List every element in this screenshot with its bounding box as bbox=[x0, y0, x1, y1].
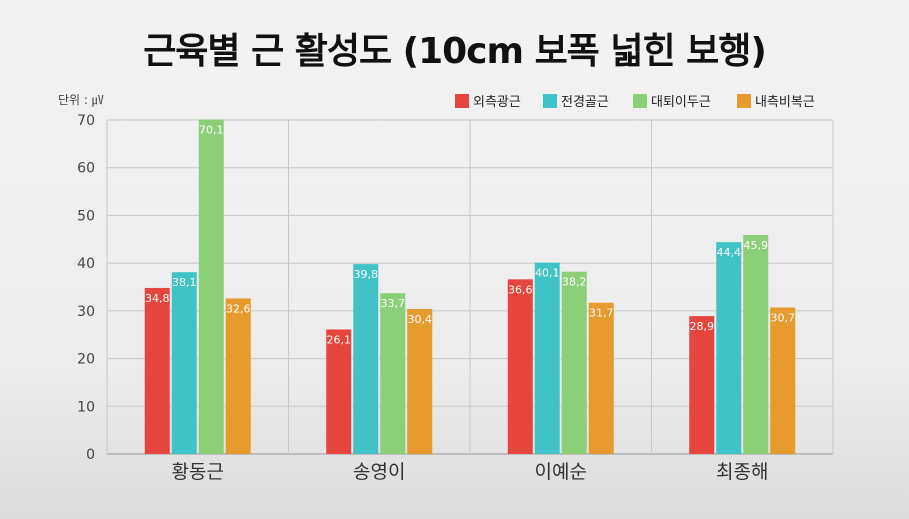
data-label: 26,1 bbox=[327, 333, 352, 346]
x-tick-label: 이예순 bbox=[535, 461, 587, 483]
bar bbox=[225, 298, 251, 454]
bars bbox=[144, 119, 796, 454]
data-label: 30,4 bbox=[408, 313, 433, 326]
bar bbox=[353, 264, 379, 454]
x-axis: 황동근 송영이 이예순 최종해 bbox=[172, 461, 769, 483]
y-tick-label: 40 bbox=[77, 256, 95, 272]
data-label: 45,9 bbox=[744, 239, 769, 252]
data-label: 33,7 bbox=[381, 297, 406, 310]
y-axis: 0 10 20 30 40 50 60 70 bbox=[77, 113, 95, 463]
legend-swatch bbox=[455, 94, 469, 108]
bar bbox=[144, 287, 170, 454]
bar bbox=[407, 308, 433, 454]
bar bbox=[507, 279, 533, 454]
bar bbox=[380, 293, 406, 454]
y-tick-label: 10 bbox=[77, 399, 95, 415]
data-label: 38,1 bbox=[172, 276, 197, 289]
bar bbox=[689, 316, 715, 454]
bar bbox=[561, 271, 587, 454]
data-label: 32,6 bbox=[226, 302, 251, 315]
data-label: 34,8 bbox=[145, 292, 170, 305]
x-tick-label: 최종해 bbox=[716, 461, 768, 483]
x-tick-label: 황동근 bbox=[172, 461, 224, 483]
data-label: 28,9 bbox=[690, 320, 715, 333]
bar bbox=[198, 119, 224, 454]
legend-swatch bbox=[633, 94, 647, 108]
data-label: 30,7 bbox=[771, 312, 796, 325]
bar bbox=[716, 242, 742, 454]
data-label: 70,1 bbox=[199, 124, 224, 137]
bar bbox=[770, 307, 796, 454]
bar bbox=[743, 234, 769, 454]
legend-label: 내측비복근 bbox=[755, 95, 815, 110]
bar bbox=[588, 302, 614, 454]
bar bbox=[171, 272, 197, 454]
bar bbox=[534, 262, 560, 454]
data-label: 31,7 bbox=[589, 307, 614, 320]
legend-label: 대퇴이두근 bbox=[651, 95, 711, 110]
data-label: 36,6 bbox=[508, 283, 533, 296]
y-tick-label: 30 bbox=[77, 304, 95, 320]
data-label: 38,2 bbox=[562, 276, 587, 289]
data-label: 40,1 bbox=[535, 267, 560, 280]
legend-label: 전경골근 bbox=[561, 95, 609, 110]
data-labels: 34,838,1 70,1 32,6 26,1 39,8 33,730,4 36,640,1… bbox=[145, 124, 795, 347]
data-label: 44,4 bbox=[717, 246, 742, 259]
data-label: 39,8 bbox=[354, 268, 379, 281]
y-tick-label: 0 bbox=[86, 447, 95, 463]
y-tick-label: 20 bbox=[77, 352, 95, 368]
unit-label: 단위 : ㎶ bbox=[58, 93, 104, 107]
y-tick-label: 70 bbox=[77, 113, 95, 129]
chart-title: 근육별 근 활성도 (10cm 보폭 넓힌 보행) bbox=[143, 31, 767, 72]
legend-swatch bbox=[543, 94, 557, 108]
bar bbox=[326, 329, 352, 454]
legend: 외측광근 전경골근 대퇴이두근 내측비복근 bbox=[455, 94, 815, 110]
y-tick-label: 50 bbox=[77, 208, 95, 224]
x-tick-label: 송영이 bbox=[353, 461, 405, 483]
y-tick-label: 60 bbox=[77, 161, 95, 177]
legend-label: 외측광근 bbox=[473, 95, 521, 110]
legend-swatch bbox=[737, 94, 751, 108]
